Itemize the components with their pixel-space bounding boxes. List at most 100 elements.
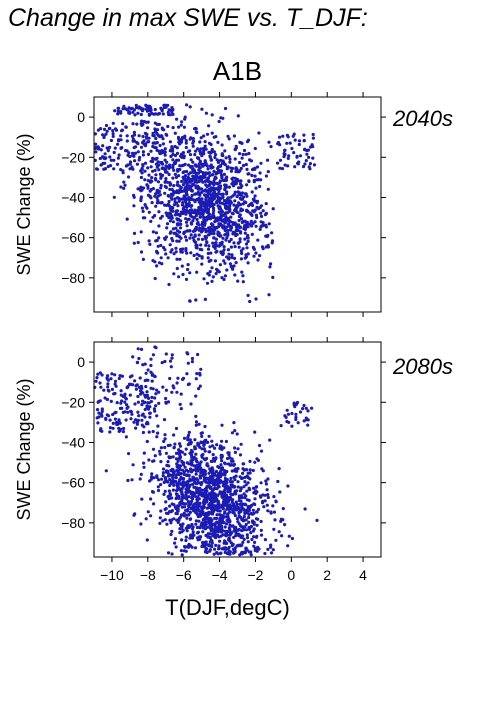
data-point [278,135,282,139]
data-point [233,450,237,454]
data-point [230,253,234,257]
data-point [256,238,260,242]
y-tick-label: 0 [77,109,85,125]
data-point [188,438,192,442]
data-point [246,236,250,240]
data-point [171,209,175,213]
data-point [249,524,253,529]
data-point [153,168,157,172]
data-point [206,251,210,256]
data-point [198,159,202,163]
data-point [215,249,219,253]
data-point [201,146,206,151]
data-point [255,510,259,514]
data-point [229,476,233,481]
data-point [242,515,246,519]
data-point [225,507,229,511]
data-point [230,266,234,270]
data-point [172,272,176,276]
data-point [213,446,217,450]
data-point [259,214,264,218]
data-point [196,237,200,241]
data-point [127,110,131,114]
data-point [250,190,254,194]
data-point [119,110,123,114]
plot-frame [93,96,382,313]
data-point [274,538,278,542]
data-point [218,470,222,475]
data-point [209,477,213,481]
data-point [303,507,307,511]
data-point [104,469,108,473]
data-point [167,172,171,177]
data-point [180,153,184,157]
data-point [175,158,179,162]
data-point [272,510,276,514]
data-point [157,390,161,394]
data-point [204,235,208,239]
data-point [238,152,242,156]
data-point [142,451,146,455]
data-point [243,496,247,500]
data-point [175,390,179,394]
data-point [184,538,188,543]
data-point [277,467,281,471]
data-point [249,550,253,554]
data-point [186,490,190,494]
data-point [155,475,159,479]
data-point [258,254,262,258]
data-point [112,195,116,199]
data-point [199,523,203,527]
data-point [181,207,185,211]
data-point [132,146,136,150]
data-point [139,522,143,526]
data-point [170,467,174,471]
data-point [180,264,184,268]
data-point [219,223,223,227]
data-point [190,356,194,361]
data-point [250,537,254,542]
data-point [168,504,172,508]
data-point [177,140,181,144]
data-point [239,217,244,221]
data-point [195,217,199,222]
data-point [223,539,227,543]
data-point [253,430,257,434]
data-point [168,443,172,447]
data-point [207,481,211,485]
data-point [166,460,170,464]
data-point [220,466,224,470]
data-point [247,515,251,520]
scenario-label: A1B [212,56,263,86]
data-point [143,415,147,419]
data-point [278,166,282,170]
data-point [207,180,211,184]
data-point [312,163,317,167]
data-point [315,518,319,523]
data-point [248,158,252,162]
data-point [145,390,149,394]
data-point [233,199,237,203]
data-point [148,415,152,419]
data-point [222,172,226,176]
data-point [164,167,168,172]
data-point [201,173,205,177]
data-point [208,204,212,208]
y-tick-label: −20 [61,149,85,165]
data-point [247,520,251,524]
data-point [169,365,173,369]
data-point [194,522,198,526]
data-point [150,475,154,479]
data-point [195,257,199,261]
data-point [150,379,154,383]
data-point [217,465,221,470]
data-point [199,215,203,219]
data-point [148,411,152,415]
data-point [272,495,276,499]
data-point [96,372,100,376]
data-point [244,220,248,224]
data-point [283,163,287,167]
data-point [273,518,277,522]
data-point [111,129,115,133]
data-point [176,135,181,140]
